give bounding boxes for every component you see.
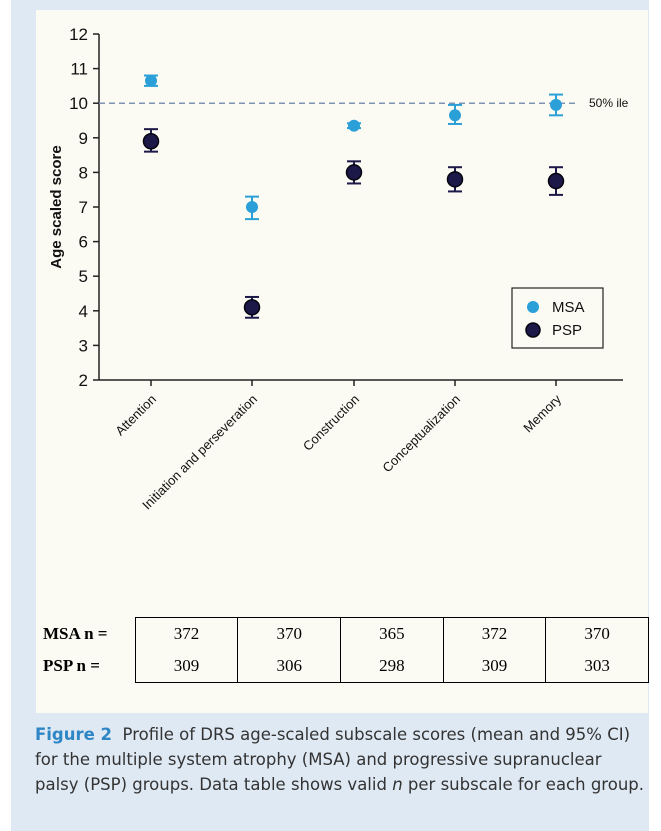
y-tick-label: 3 <box>79 336 88 355</box>
x-category-label: Attention <box>112 392 159 439</box>
y-tick-label: 2 <box>79 371 88 390</box>
point-psp <box>547 172 565 190</box>
point-psp <box>345 164 363 181</box>
reference-line-group: 50% ile <box>99 96 629 110</box>
x-category-label: Initiation and perseveration <box>139 392 260 513</box>
n-table-cell: 370 <box>545 617 649 650</box>
legend: MSA PSP <box>511 287 604 349</box>
point-psp <box>446 171 464 188</box>
point-psp <box>142 133 160 150</box>
n-table-row-label: MSA n = <box>43 623 108 643</box>
x-category-label: Conceptualization <box>379 392 463 476</box>
data-marks <box>142 74 565 319</box>
plot-area <box>36 10 648 713</box>
x-category-label: Memory <box>520 391 564 435</box>
n-table-cell: 370 <box>237 617 342 650</box>
point-psp <box>243 299 261 316</box>
y-axis-label: Age scaled score <box>48 145 65 268</box>
y-tick-label: 12 <box>69 25 88 44</box>
y-tick-label: 7 <box>79 198 88 217</box>
n-table-row-label: PSP n = <box>43 656 100 676</box>
legend-marker-psp <box>525 322 541 338</box>
caption-text: Profile of DRS age-scaled subscale score… <box>35 725 631 794</box>
n-table-row-msa: MSA n = 372 370 365 372 370 <box>39 617 649 650</box>
legend-marker-msa <box>527 301 539 313</box>
chart-svg: 2 3 4 5 6 7 8 9 10 11 12 Age scaled score Attentio… <box>48 25 629 513</box>
n-table: MSA n = 372 370 365 372 370 PSP n = 309 … <box>39 617 649 683</box>
n-table-row-psp: PSP n = 309 306 298 309 303 <box>39 650 649 683</box>
n-table-cell: 372 <box>442 617 547 650</box>
y-tick-label: 10 <box>69 94 88 113</box>
caption-text-end: per subscale for each group. <box>402 775 644 794</box>
point-msa <box>246 201 258 213</box>
x-category-label: Construction <box>300 392 362 454</box>
y-tick-label: 8 <box>79 163 88 182</box>
figure-label: Figure 2 <box>35 725 113 744</box>
reference-line-label: 50% ile <box>589 96 629 110</box>
y-ticks: 2 3 4 5 6 7 8 9 10 11 12 <box>69 25 99 390</box>
n-table-cell: 298 <box>340 650 444 683</box>
legend-label-msa: MSA <box>552 299 585 316</box>
y-tick-label: 9 <box>79 129 88 148</box>
y-tick-label: 11 <box>70 60 88 79</box>
caption-italic-n: n <box>392 775 403 794</box>
point-msa <box>348 119 360 132</box>
y-tick-label: 4 <box>79 302 88 321</box>
n-table-cell: 365 <box>340 617 444 650</box>
legend-label-psp: PSP <box>552 322 582 339</box>
point-msa <box>145 74 157 87</box>
y-tick-label: 6 <box>79 233 88 252</box>
n-table-cell: 303 <box>545 650 649 683</box>
n-table-cell: 372 <box>134 617 239 650</box>
n-table-cell: 309 <box>442 650 547 683</box>
figure-panel: 2 3 4 5 6 7 8 9 10 11 12 Age scaled score Attentio… <box>11 0 649 831</box>
figure-caption: Figure 2 Profile of DRS age-scaled subsc… <box>35 722 645 797</box>
point-msa <box>449 109 461 122</box>
n-table-cell: 306 <box>237 650 342 683</box>
n-table-cell: 309 <box>134 650 239 683</box>
point-msa <box>550 98 562 111</box>
legend-box <box>511 287 604 349</box>
y-tick-label: 5 <box>79 267 88 286</box>
